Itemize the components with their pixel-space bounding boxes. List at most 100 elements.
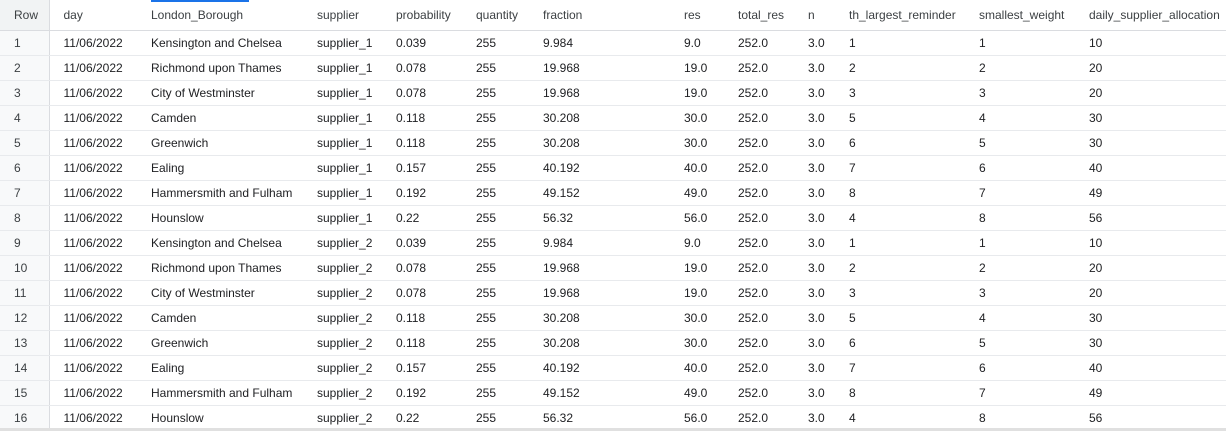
cell-probability[interactable]: 0.192: [382, 380, 462, 406]
table-row[interactable]: 14 11/06/2022 Ealing supplier_2 0.157 255 40.1…: [0, 355, 1226, 381]
cell-quantity[interactable]: 255: [462, 230, 529, 256]
cell-probability[interactable]: 0.078: [382, 255, 462, 281]
cell-n[interactable]: 3.0: [794, 180, 835, 206]
row-number-cell[interactable]: 13: [0, 330, 50, 356]
cell-total-res[interactable]: 252.0: [724, 105, 794, 131]
cell-probability[interactable]: 0.078: [382, 55, 462, 81]
column-header-london-borough[interactable]: London_Borough: [137, 0, 303, 31]
row-number-cell[interactable]: 16: [0, 405, 50, 431]
cell-daily-supplier-allocation[interactable]: 56: [1075, 205, 1226, 231]
cell-probability[interactable]: 0.192: [382, 180, 462, 206]
cell-day[interactable]: 11/06/2022: [49, 80, 137, 106]
cell-smallest-weight[interactable]: 7: [965, 380, 1075, 406]
cell-fraction[interactable]: 19.968: [529, 55, 670, 81]
cell-quantity[interactable]: 255: [462, 55, 529, 81]
column-header-supplier[interactable]: supplier: [303, 0, 382, 31]
cell-probability[interactable]: 0.22: [382, 405, 462, 431]
table-row[interactable]: 13 11/06/2022 Greenwich supplier_2 0.118 255 3…: [0, 330, 1226, 356]
cell-daily-supplier-allocation[interactable]: 40: [1075, 155, 1226, 181]
cell-daily-supplier-allocation[interactable]: 56: [1075, 405, 1226, 431]
scrollbar-thumb[interactable]: [0, 428, 1226, 431]
cell-th-largest-reminder[interactable]: 2: [835, 255, 965, 281]
cell-probability[interactable]: 0.039: [382, 230, 462, 256]
cell-london-borough[interactable]: Greenwich: [137, 330, 303, 356]
cell-quantity[interactable]: 255: [462, 130, 529, 156]
cell-res[interactable]: 30.0: [670, 305, 724, 331]
cell-supplier[interactable]: supplier_1: [303, 80, 382, 106]
cell-daily-supplier-allocation[interactable]: 10: [1075, 30, 1226, 56]
cell-daily-supplier-allocation[interactable]: 49: [1075, 180, 1226, 206]
cell-day[interactable]: 11/06/2022: [49, 180, 137, 206]
cell-res[interactable]: 56.0: [670, 205, 724, 231]
cell-n[interactable]: 3.0: [794, 155, 835, 181]
cell-n[interactable]: 3.0: [794, 80, 835, 106]
cell-supplier[interactable]: supplier_2: [303, 280, 382, 306]
cell-smallest-weight[interactable]: 6: [965, 155, 1075, 181]
cell-total-res[interactable]: 252.0: [724, 180, 794, 206]
cell-res[interactable]: 19.0: [670, 255, 724, 281]
cell-smallest-weight[interactable]: 7: [965, 180, 1075, 206]
cell-th-largest-reminder[interactable]: 7: [835, 355, 965, 381]
cell-london-borough[interactable]: City of Westminster: [137, 280, 303, 306]
cell-supplier[interactable]: supplier_2: [303, 355, 382, 381]
cell-london-borough[interactable]: Kensington and Chelsea: [137, 230, 303, 256]
cell-quantity[interactable]: 255: [462, 205, 529, 231]
cell-supplier[interactable]: supplier_1: [303, 205, 382, 231]
cell-fraction[interactable]: 56.32: [529, 205, 670, 231]
cell-day[interactable]: 11/06/2022: [49, 330, 137, 356]
cell-daily-supplier-allocation[interactable]: 30: [1075, 330, 1226, 356]
cell-th-largest-reminder[interactable]: 8: [835, 180, 965, 206]
cell-th-largest-reminder[interactable]: 5: [835, 105, 965, 131]
cell-smallest-weight[interactable]: 2: [965, 255, 1075, 281]
cell-fraction[interactable]: 9.984: [529, 30, 670, 56]
cell-total-res[interactable]: 252.0: [724, 280, 794, 306]
column-header-smallest-weight[interactable]: smallest_weight: [965, 0, 1075, 31]
cell-probability[interactable]: 0.078: [382, 280, 462, 306]
row-number-cell[interactable]: 7: [0, 180, 50, 206]
cell-fraction[interactable]: 30.208: [529, 330, 670, 356]
cell-n[interactable]: 3.0: [794, 30, 835, 56]
cell-total-res[interactable]: 252.0: [724, 155, 794, 181]
cell-res[interactable]: 40.0: [670, 355, 724, 381]
row-number-cell[interactable]: 9: [0, 230, 50, 256]
cell-res[interactable]: 56.0: [670, 405, 724, 431]
cell-supplier[interactable]: supplier_2: [303, 305, 382, 331]
table-row[interactable]: 11 11/06/2022 City of Westminster supplier_…: [0, 280, 1226, 306]
cell-day[interactable]: 11/06/2022: [49, 130, 137, 156]
cell-day[interactable]: 11/06/2022: [49, 230, 137, 256]
cell-supplier[interactable]: supplier_1: [303, 155, 382, 181]
cell-smallest-weight[interactable]: 1: [965, 230, 1075, 256]
cell-quantity[interactable]: 255: [462, 405, 529, 431]
cell-quantity[interactable]: 255: [462, 330, 529, 356]
cell-smallest-weight[interactable]: 4: [965, 305, 1075, 331]
cell-total-res[interactable]: 252.0: [724, 30, 794, 56]
cell-n[interactable]: 3.0: [794, 280, 835, 306]
cell-daily-supplier-allocation[interactable]: 10: [1075, 230, 1226, 256]
table-row[interactable]: 5 11/06/2022 Greenwich supplier_1 0.118 255 30…: [0, 130, 1226, 156]
table-row[interactable]: 6 11/06/2022 Ealing supplier_1 0.157 255 40.19…: [0, 155, 1226, 181]
column-header-daily-supplier-allocation[interactable]: daily_supplier_allocation: [1075, 0, 1226, 31]
cell-day[interactable]: 11/06/2022: [49, 205, 137, 231]
cell-daily-supplier-allocation[interactable]: 20: [1075, 80, 1226, 106]
row-number-cell[interactable]: 5: [0, 130, 50, 156]
cell-total-res[interactable]: 252.0: [724, 330, 794, 356]
cell-london-borough[interactable]: City of Westminster: [137, 80, 303, 106]
column-header-fraction[interactable]: fraction: [529, 0, 670, 31]
cell-smallest-weight[interactable]: 4: [965, 105, 1075, 131]
table-row[interactable]: 7 11/06/2022 Hammersmith and Fulham supplie…: [0, 180, 1226, 206]
table-row[interactable]: 3 11/06/2022 City of Westminster supplier_1…: [0, 80, 1226, 106]
cell-supplier[interactable]: supplier_2: [303, 230, 382, 256]
cell-probability[interactable]: 0.157: [382, 355, 462, 381]
cell-probability[interactable]: 0.118: [382, 330, 462, 356]
cell-probability[interactable]: 0.039: [382, 30, 462, 56]
cell-london-borough[interactable]: Hounslow: [137, 405, 303, 431]
cell-fraction[interactable]: 30.208: [529, 305, 670, 331]
cell-supplier[interactable]: supplier_1: [303, 30, 382, 56]
cell-th-largest-reminder[interactable]: 2: [835, 55, 965, 81]
cell-fraction[interactable]: 56.32: [529, 405, 670, 431]
table-row[interactable]: 10 11/06/2022 Richmond upon Thames supplier…: [0, 255, 1226, 281]
cell-res[interactable]: 19.0: [670, 55, 724, 81]
cell-quantity[interactable]: 255: [462, 80, 529, 106]
row-number-cell[interactable]: 8: [0, 205, 50, 231]
cell-daily-supplier-allocation[interactable]: 30: [1075, 130, 1226, 156]
